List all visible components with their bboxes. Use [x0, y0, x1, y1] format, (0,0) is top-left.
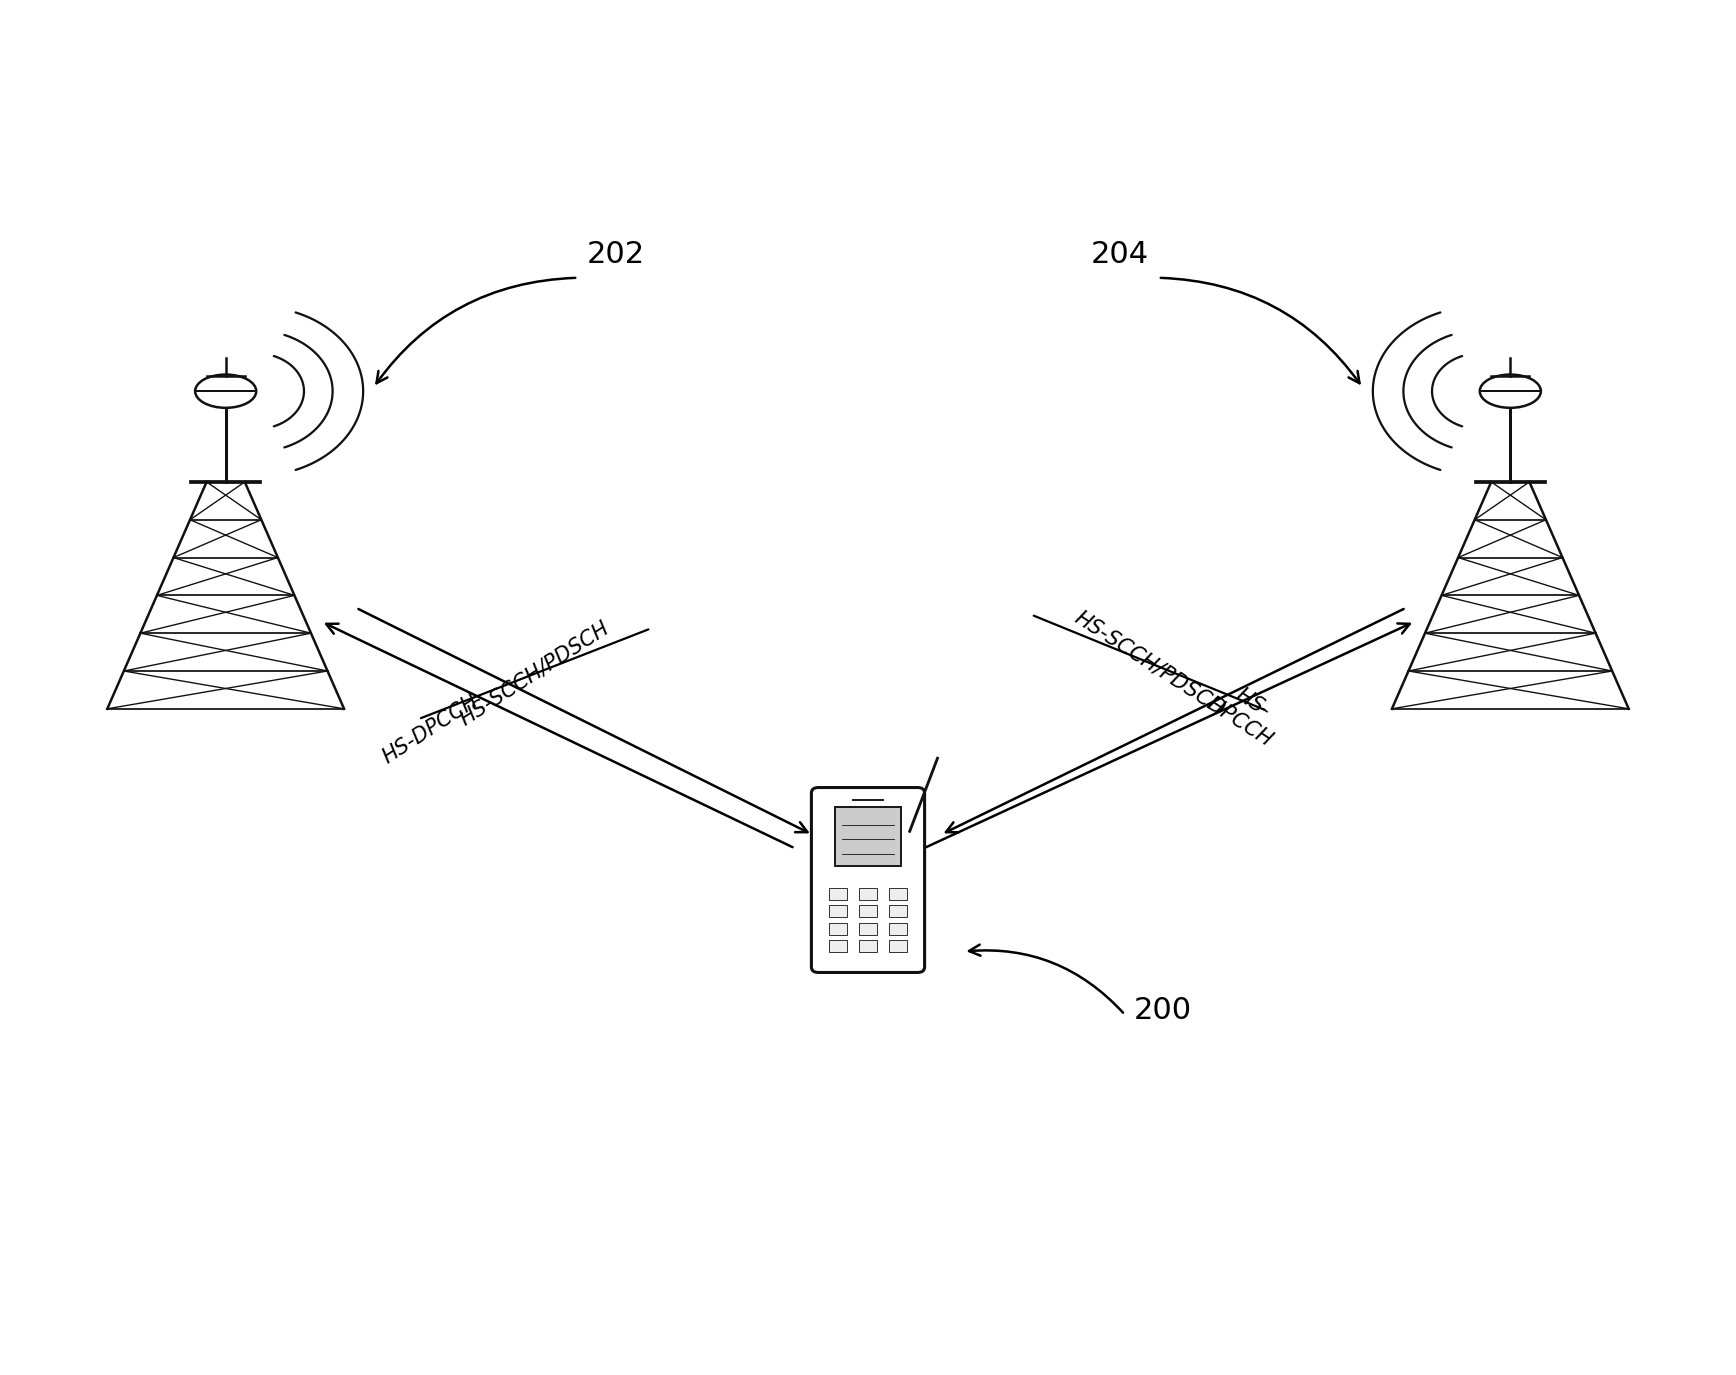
Text: 200: 200 — [1134, 996, 1193, 1026]
Bar — [859, 888, 877, 901]
Text: HS-SCCH/PDSCH: HS-SCCH/PDSCH — [1071, 606, 1227, 719]
Ellipse shape — [194, 374, 257, 408]
Ellipse shape — [1479, 374, 1542, 408]
Bar — [830, 905, 847, 917]
Bar — [859, 923, 877, 935]
Bar — [830, 888, 847, 901]
Text: 204: 204 — [1090, 239, 1149, 270]
Bar — [889, 888, 906, 901]
Bar — [830, 941, 847, 952]
Text: HS-SCCH/PDSCH: HS-SCCH/PDSCH — [457, 617, 613, 730]
Bar — [835, 807, 901, 866]
Bar — [859, 905, 877, 917]
Text: HS-
DPCCH: HS- DPCCH — [1203, 674, 1290, 751]
Bar — [830, 923, 847, 935]
Bar — [889, 941, 906, 952]
Text: 202: 202 — [587, 239, 646, 270]
FancyBboxPatch shape — [811, 788, 925, 972]
Bar — [889, 905, 906, 917]
Bar — [859, 941, 877, 952]
Bar — [889, 923, 906, 935]
Text: HS-DPCCH: HS-DPCCH — [378, 690, 483, 767]
